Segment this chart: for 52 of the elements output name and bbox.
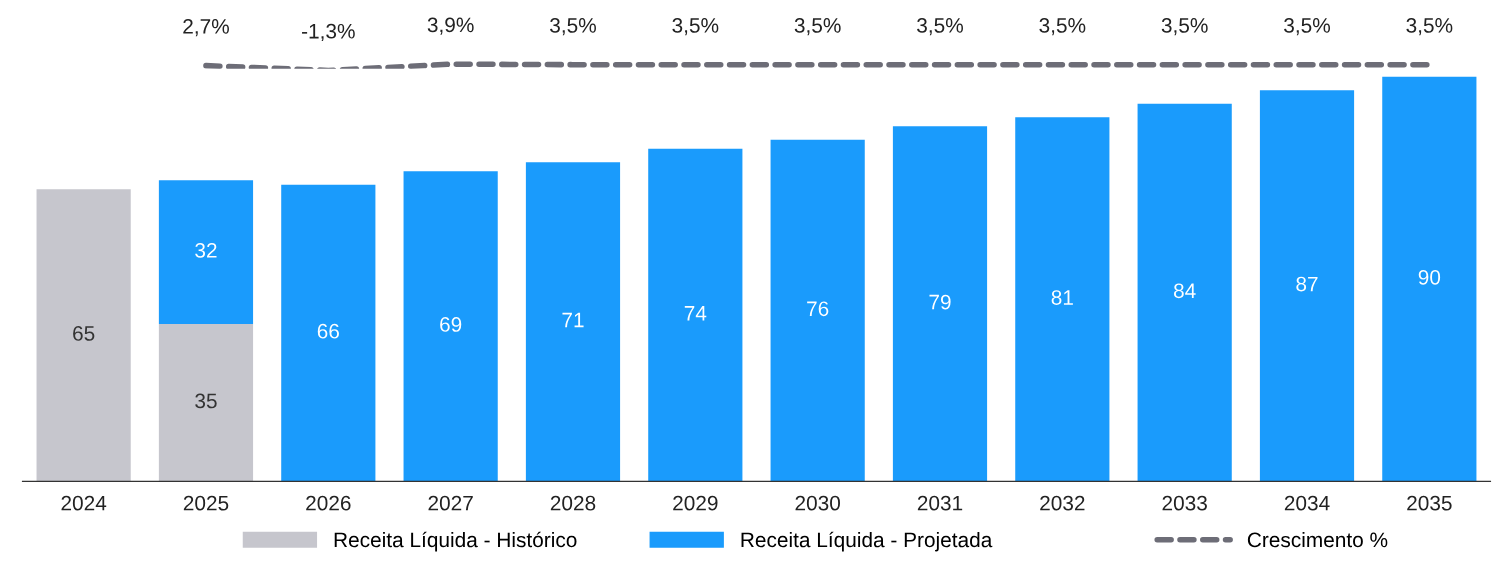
legend-label: Receita Líquida - Projetada bbox=[741, 531, 993, 552]
data-label: 87 bbox=[1296, 276, 1318, 292]
legend-label: Receita Líquida - Histórico bbox=[334, 531, 577, 552]
bar bbox=[158, 324, 254, 482]
data-label: 71 bbox=[562, 312, 584, 328]
x-tick-label: 2031 bbox=[917, 495, 963, 511]
data-label: 3,5% bbox=[1039, 18, 1086, 36]
data-label: 3,5% bbox=[1284, 18, 1331, 36]
data-label: 3,5% bbox=[672, 18, 719, 36]
data-label: -1,3% bbox=[302, 23, 355, 42]
data-label: 3,5% bbox=[1161, 18, 1208, 36]
data-label: 2,7% bbox=[183, 18, 229, 37]
x-tick-label: 2027 bbox=[428, 495, 473, 511]
data-label: 66 bbox=[317, 323, 339, 339]
x-tick-label: 2028 bbox=[550, 495, 596, 511]
data-label: 35 bbox=[195, 393, 217, 409]
data-label: 90 bbox=[1418, 269, 1441, 285]
bar bbox=[1015, 117, 1110, 482]
x-tick-label: 2024 bbox=[61, 495, 107, 511]
x-tick-label: 2029 bbox=[673, 495, 718, 511]
x-tick-label: 2026 bbox=[306, 495, 351, 511]
bar bbox=[403, 171, 498, 482]
data-label: 79 bbox=[929, 294, 951, 310]
data-label: 69 bbox=[440, 317, 462, 332]
data-label: 81 bbox=[1051, 290, 1073, 305]
bar bbox=[1382, 76, 1477, 482]
data-label: 76 bbox=[807, 301, 829, 317]
legend-label: Crescimento % bbox=[1247, 531, 1388, 548]
x-tick-label: 2025 bbox=[183, 495, 229, 511]
bar bbox=[525, 162, 621, 482]
x-tick-label: 2035 bbox=[1407, 495, 1452, 511]
data-label: 3,5% bbox=[917, 18, 963, 36]
bar bbox=[158, 180, 254, 325]
bar bbox=[1137, 103, 1232, 482]
bar bbox=[648, 148, 743, 482]
data-label: 3,5% bbox=[794, 18, 841, 36]
bar bbox=[36, 189, 131, 482]
bar bbox=[770, 139, 865, 482]
x-tick-label: 2032 bbox=[1040, 495, 1085, 511]
data-label: 84 bbox=[1173, 283, 1196, 299]
data-label: 3,5% bbox=[1406, 18, 1453, 36]
data-label: 65 bbox=[73, 326, 95, 341]
x-tick-label: 2030 bbox=[795, 495, 841, 511]
data-label: 3,5% bbox=[550, 18, 596, 36]
data-label: 74 bbox=[684, 306, 707, 321]
data-label: 32 bbox=[195, 242, 217, 258]
bar bbox=[892, 126, 988, 482]
bar bbox=[281, 184, 376, 482]
x-tick-label: 2033 bbox=[1162, 495, 1207, 511]
x-tick-label: 2034 bbox=[1284, 495, 1330, 511]
bar bbox=[1259, 90, 1355, 482]
data-label: 3,9% bbox=[427, 17, 474, 35]
